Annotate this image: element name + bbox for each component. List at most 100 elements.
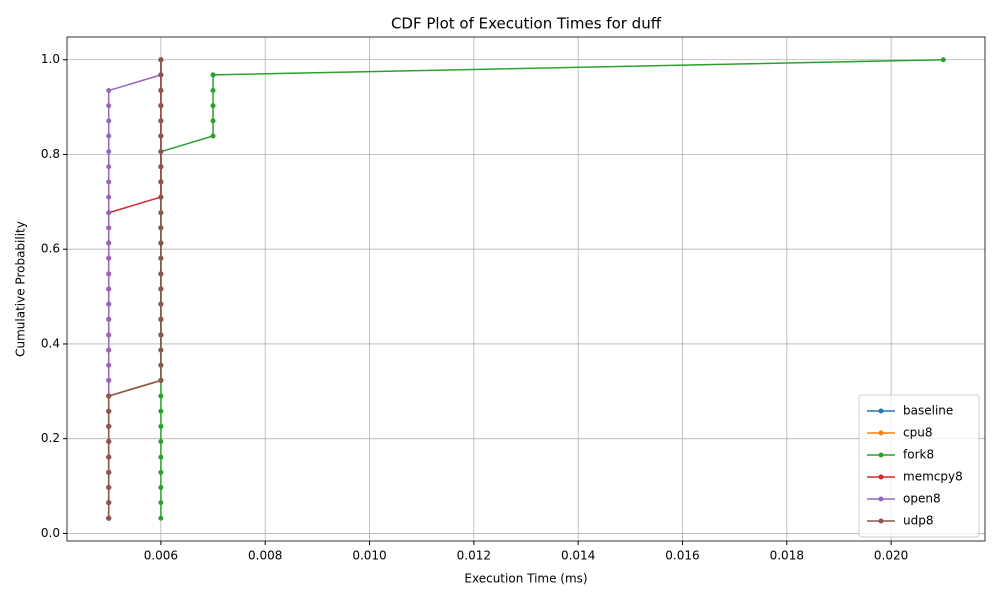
data-point [158,210,164,216]
data-point [158,301,164,307]
data-point [210,103,216,109]
x-axis-label: Execution Time (ms) [464,572,587,586]
data-point [158,88,164,94]
data-point [158,164,164,170]
data-point [158,225,164,231]
data-point [106,225,112,231]
data-point [106,286,112,292]
data-point [106,194,112,200]
data-point [158,286,164,292]
data-point [158,118,164,124]
legend-label: open8 [903,492,941,506]
legend-marker [878,496,884,502]
data-point [158,72,164,78]
data-point [106,118,112,124]
data-point [158,454,164,460]
y-tick-label: 0.2 [41,431,60,445]
data-point [210,72,216,78]
x-tick-label: 0.008 [248,549,282,563]
data-point [106,408,112,414]
y-tick-label: 0.6 [41,242,60,256]
data-point [106,164,112,170]
data-point [106,271,112,277]
data-point [210,133,216,139]
data-point [106,515,112,521]
data-point [106,210,112,216]
x-tick-label: 0.016 [665,549,699,563]
y-tick-label: 0.0 [41,526,60,540]
data-point [106,332,112,338]
data-point [940,57,946,63]
data-point [106,484,112,490]
data-point [158,179,164,185]
data-point [106,133,112,139]
x-tick-label: 0.010 [352,549,386,563]
x-tick-label: 0.012 [457,549,491,563]
legend-label: cpu8 [903,426,932,440]
data-point [106,301,112,307]
data-point [106,423,112,429]
data-point [158,423,164,429]
legend-marker [878,408,884,414]
data-point [158,255,164,261]
plot-frame [66,36,986,542]
data-point [158,408,164,414]
data-point [158,133,164,139]
data-point [158,469,164,475]
data-point [106,454,112,460]
data-point [210,88,216,94]
legend-marker [878,430,884,436]
data-point [210,118,216,124]
data-point [158,194,164,200]
x-tick-label: 0.014 [561,549,595,563]
data-point [106,377,112,383]
legend-marker [878,474,884,480]
data-point [106,393,112,399]
data-point [158,271,164,277]
data-point [158,240,164,246]
data-point [158,103,164,109]
data-point [158,500,164,506]
data-point [106,439,112,445]
data-point [106,103,112,109]
data-point [158,332,164,338]
legend-label: memcpy8 [903,470,963,484]
y-tick-label: 1.0 [41,52,60,66]
data-point [158,149,164,155]
chart-title: CDF Plot of Execution Times for duff [391,15,662,33]
y-axis-label: Cumulative Probability [14,221,28,357]
legend-label: baseline [903,404,953,418]
y-tick-label: 0.4 [41,336,60,350]
legend-label: udp8 [903,514,933,528]
data-point [158,439,164,445]
data-point [106,149,112,155]
data-point [158,316,164,322]
data-point [158,393,164,399]
legend-marker [878,518,884,524]
data-point [158,57,164,63]
x-tick-label: 0.018 [770,549,804,563]
data-point [106,255,112,261]
x-tick-label: 0.006 [144,549,178,563]
y-tick-label: 0.8 [41,147,60,161]
data-point [106,240,112,246]
data-point [158,515,164,521]
data-point [106,179,112,185]
legend-box [858,394,980,538]
data-point [158,484,164,490]
data-point [106,362,112,368]
legend-label: fork8 [903,448,934,462]
x-tick-label: 0.020 [874,549,908,563]
data-point [158,347,164,353]
data-point [106,500,112,506]
data-point [158,362,164,368]
data-point [106,347,112,353]
data-point [106,316,112,322]
data-point [106,469,112,475]
data-point [158,377,164,383]
data-point [106,88,112,94]
legend-marker [878,452,884,458]
